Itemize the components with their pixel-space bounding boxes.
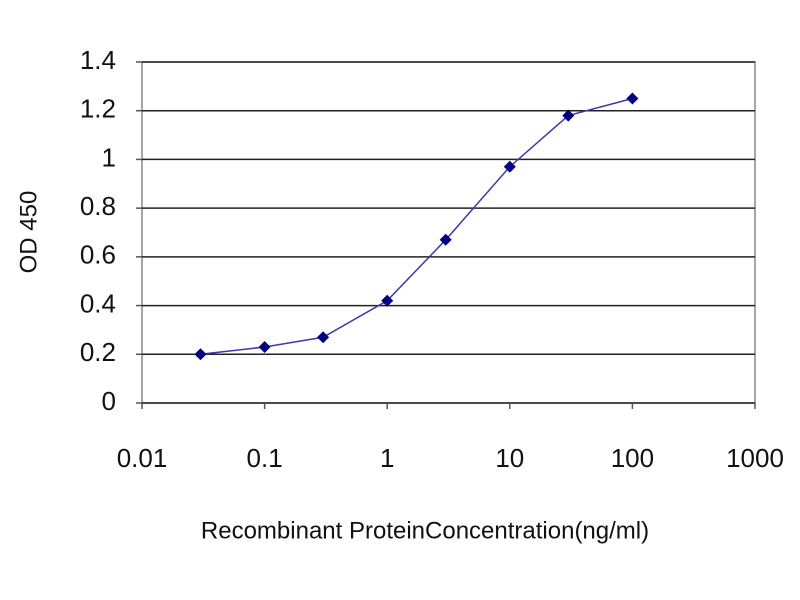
plot-area	[141, 61, 756, 404]
x-tick-label: 100	[611, 443, 654, 473]
x-tick-label: 10	[495, 443, 524, 473]
data-point	[503, 160, 516, 173]
x-tick-label: 0.01	[117, 443, 168, 473]
data-point	[258, 340, 271, 353]
y-tick-label: 1.4	[80, 45, 116, 75]
y-axis-label: OD 450	[15, 191, 42, 274]
y-tick-label: 0.4	[80, 288, 116, 318]
y-tick-label: 0	[102, 386, 116, 416]
data-point	[626, 92, 639, 105]
y-tick-label: 1	[102, 142, 116, 172]
data-point	[317, 331, 330, 344]
data-point	[439, 233, 452, 246]
data-line	[200, 97, 633, 356]
y-tick-label: 0.2	[80, 337, 116, 367]
data-point	[562, 109, 575, 122]
y-tick-label: 0.6	[80, 240, 116, 270]
data-point	[381, 294, 394, 307]
x-tick-label: 1000	[726, 443, 784, 473]
x-axis-label: Recombinant ProteinConcentration(ng/ml)	[201, 517, 649, 544]
y-tick-label: 0.8	[80, 191, 116, 221]
data-point	[194, 348, 207, 361]
x-tick-label: 1	[380, 443, 394, 473]
x-tick-label: 0.1	[247, 443, 283, 473]
y-tick-label: 1.2	[80, 94, 116, 124]
